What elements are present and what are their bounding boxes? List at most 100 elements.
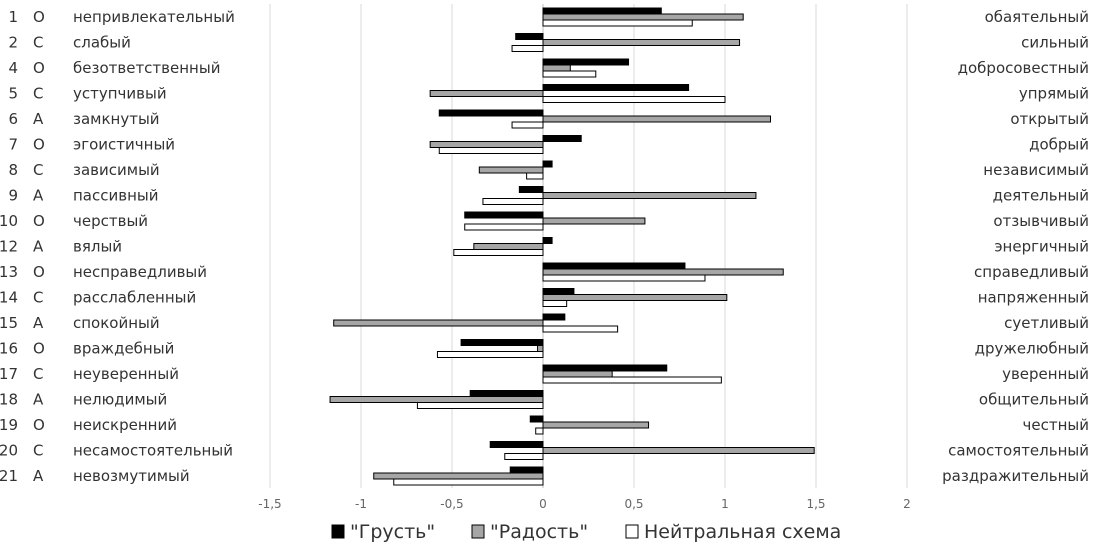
bar-series-3 bbox=[504, 453, 544, 460]
bar-series-1 bbox=[542, 58, 630, 66]
row-factor-letter: С bbox=[33, 85, 43, 103]
row-factor-letter: О bbox=[33, 8, 45, 26]
row-left-label: черствый bbox=[73, 212, 148, 230]
row-right-label: честный bbox=[1023, 416, 1089, 434]
bar-series-1 bbox=[460, 339, 544, 346]
row-right-label: дружелюбный bbox=[975, 340, 1089, 358]
row-number: 14 bbox=[0, 289, 18, 307]
bar-series-2 bbox=[542, 192, 757, 199]
row-left-label: пассивный bbox=[73, 187, 158, 205]
bar-series-2 bbox=[478, 166, 544, 174]
row-left-label: непривлекательный bbox=[73, 8, 235, 26]
bar-series-2 bbox=[542, 39, 741, 46]
row-right-label: раздражительный bbox=[942, 467, 1089, 485]
bar-series-2 bbox=[429, 90, 544, 97]
row-left-label: слабый bbox=[73, 34, 131, 52]
bar-series-2 bbox=[542, 447, 815, 454]
bar-series-2 bbox=[542, 268, 784, 276]
bar-series-2 bbox=[542, 64, 571, 72]
row-number: 19 bbox=[0, 416, 18, 434]
row-right-label: добрый bbox=[1029, 136, 1089, 154]
row-number: 10 bbox=[0, 212, 18, 230]
bar-series-3 bbox=[511, 45, 544, 52]
bar-series-3 bbox=[511, 121, 544, 129]
bar-series-3 bbox=[542, 300, 568, 307]
row-factor-letter: С bbox=[33, 161, 43, 179]
row-left-label: неискренний bbox=[73, 416, 177, 434]
bar-series-1 bbox=[489, 441, 544, 448]
row-left-label: нелюдимый bbox=[73, 391, 167, 409]
bar-series-2 bbox=[333, 319, 544, 327]
bar-series-1 bbox=[515, 33, 544, 40]
row-left-label: уступчивый bbox=[73, 85, 167, 103]
row-left-label: враждебный bbox=[73, 340, 174, 358]
row-factor-letter: О bbox=[33, 340, 45, 358]
bar-series-2 bbox=[473, 243, 544, 250]
row-right-label: упрямый bbox=[1019, 85, 1089, 103]
legend-swatch bbox=[625, 524, 639, 539]
bar-series-3 bbox=[436, 351, 544, 358]
bar-series-1 bbox=[542, 288, 575, 295]
row-left-label: расслабленный bbox=[73, 289, 196, 307]
bar-series-3 bbox=[416, 402, 544, 409]
row-factor-letter: О bbox=[33, 263, 45, 281]
bar-series-1 bbox=[542, 313, 566, 321]
bar-series-2 bbox=[542, 421, 650, 429]
bar-series-2 bbox=[429, 141, 544, 148]
row-number: 7 bbox=[8, 136, 18, 154]
row-factor-letter: О bbox=[33, 416, 45, 434]
x-tick-label: -1,5 bbox=[258, 497, 281, 511]
row-left-label: невозмутимый bbox=[73, 467, 190, 485]
legend-label: "Радость" bbox=[490, 521, 588, 543]
row-left-label: замкнутый bbox=[73, 110, 160, 128]
row-number: 20 bbox=[0, 442, 18, 460]
bar-series-2 bbox=[542, 370, 613, 378]
row-right-label: энергичный bbox=[994, 238, 1089, 256]
row-right-label: общительный bbox=[979, 391, 1089, 409]
legend-swatch bbox=[331, 524, 345, 539]
row-left-label: несправедливый bbox=[73, 263, 207, 281]
row-number: 17 bbox=[0, 365, 18, 383]
bar-series-3 bbox=[542, 96, 726, 103]
row-factor-letter: О bbox=[33, 136, 45, 154]
bar-series-1 bbox=[542, 262, 686, 270]
bar-series-1 bbox=[509, 466, 544, 474]
x-tick-label: 2 bbox=[903, 497, 911, 511]
row-left-label: зависимый bbox=[73, 161, 160, 179]
legend-label: Нейтральная схема bbox=[644, 521, 841, 543]
row-factor-letter: А bbox=[33, 467, 44, 485]
bar-series-1 bbox=[438, 109, 544, 117]
row-factor-letter: С bbox=[33, 34, 43, 52]
bar-series-1 bbox=[542, 237, 553, 244]
row-left-label: вялый bbox=[73, 238, 122, 256]
row-right-label: отзывчивый bbox=[993, 212, 1089, 230]
row-right-label: суетливый bbox=[1004, 314, 1089, 332]
bar-series-3 bbox=[438, 147, 544, 154]
bar-series-3 bbox=[542, 70, 597, 78]
bar-series-3 bbox=[542, 376, 722, 384]
legend-swatch bbox=[471, 524, 485, 539]
bar-series-2 bbox=[542, 13, 744, 21]
row-number: 18 bbox=[0, 391, 18, 409]
row-factor-letter: О bbox=[33, 212, 45, 230]
bar-series-1 bbox=[529, 415, 544, 423]
row-right-label: сильный bbox=[1021, 34, 1089, 52]
bar-series-1 bbox=[542, 84, 690, 91]
bar-series-1 bbox=[542, 135, 582, 142]
row-factor-letter: А bbox=[33, 110, 44, 128]
row-right-label: справедливый bbox=[974, 263, 1089, 281]
row-right-label: обаятельный bbox=[985, 8, 1089, 26]
x-tick-label: 1 bbox=[721, 497, 729, 511]
legend-label: "Грусть" bbox=[350, 521, 435, 543]
x-tick-label: -0,5 bbox=[440, 497, 463, 511]
row-factor-letter: А bbox=[33, 238, 44, 256]
row-factor-letter: А bbox=[33, 314, 44, 332]
bar-series-1 bbox=[542, 160, 553, 168]
row-factor-letter: С bbox=[33, 365, 43, 383]
bar-series-3 bbox=[542, 19, 693, 27]
bar-series-3 bbox=[393, 478, 544, 486]
row-number: 4 bbox=[8, 59, 18, 77]
row-number: 12 bbox=[0, 238, 18, 256]
row-number: 9 bbox=[8, 187, 18, 205]
row-factor-letter: А bbox=[33, 391, 44, 409]
